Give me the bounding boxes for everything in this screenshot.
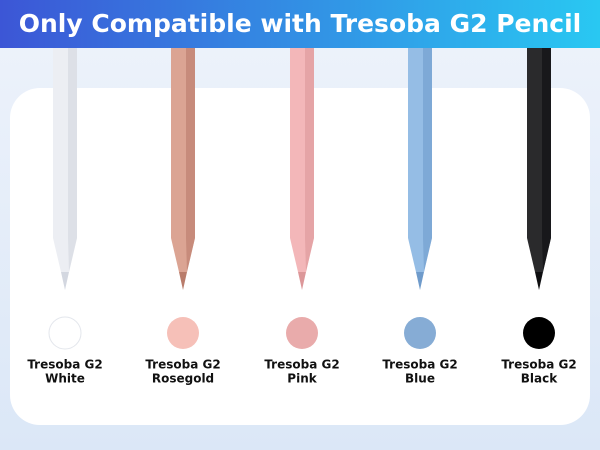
pencil-tip — [416, 272, 424, 290]
pencil-tip — [61, 272, 69, 290]
product-brand: Tresoba G2 — [501, 358, 576, 372]
header-banner — [0, 0, 600, 48]
product-brand: Tresoba G2 — [145, 358, 220, 372]
color-swatch — [167, 317, 199, 349]
product-brand: Tresoba G2 — [27, 358, 102, 372]
pencil-facet — [305, 48, 314, 272]
color-swatch — [523, 317, 555, 349]
product-variant: Pink — [287, 372, 317, 386]
color-swatch — [404, 317, 436, 349]
header-title: Only Compatible with Tresoba G2 Pencil — [19, 9, 582, 38]
pencil-facet — [423, 48, 432, 272]
product-variant: White — [45, 372, 85, 386]
pencil-facet — [542, 48, 551, 272]
product-variant: Black — [521, 372, 558, 386]
product-brand: Tresoba G2 — [382, 358, 457, 372]
product-brand: Tresoba G2 — [264, 358, 339, 372]
product-variant: Rosegold — [152, 372, 214, 386]
pencil-tip — [535, 272, 543, 290]
color-swatch — [48, 316, 82, 350]
pencil-tip — [179, 272, 187, 290]
pencil-facet — [186, 48, 195, 272]
pencil-facet — [68, 48, 77, 272]
color-swatch — [286, 317, 318, 349]
product-variant: Blue — [405, 372, 435, 386]
pencil-tip — [298, 272, 306, 290]
